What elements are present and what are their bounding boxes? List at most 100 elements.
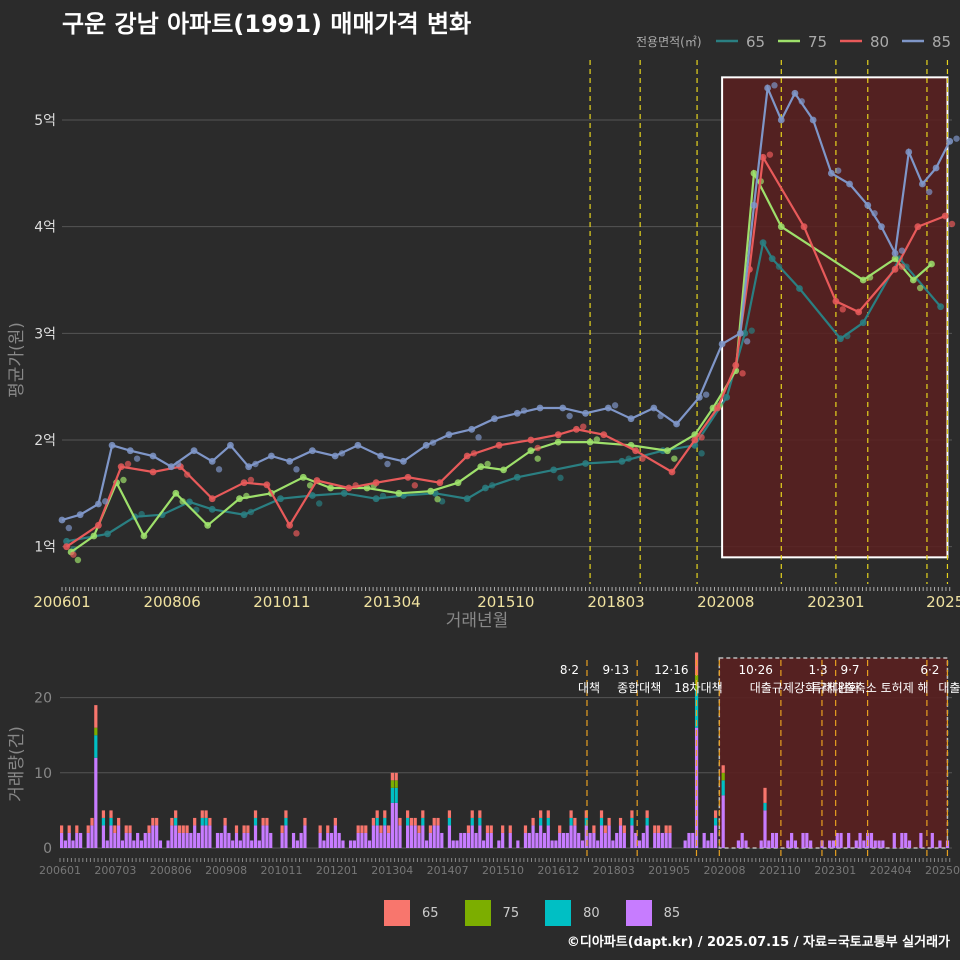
volume-bar [470,825,474,848]
volume-bar [687,832,691,848]
volume-bar [67,832,71,848]
policy-date: 10·26 [739,663,773,677]
series-point-65 [316,500,323,507]
volume-bar [694,690,699,728]
series-point-80 [580,423,587,430]
series-point-80 [891,265,899,273]
volume-bar [573,825,577,848]
volume-bar [94,705,98,728]
legend-swatch-80 [545,900,572,926]
series-point-75 [916,284,924,292]
series-point-80 [95,521,102,529]
series-point-80 [470,450,478,457]
volume-bar [805,832,809,848]
series-point-75 [928,260,935,268]
volume-bar [364,832,368,848]
volume-bar [360,825,364,833]
volume-bar [436,825,440,848]
volume-bar [539,817,543,826]
volume-bar [482,840,486,848]
volume-bar [854,840,858,848]
series-point-75 [427,487,435,495]
series-point-85 [149,452,157,460]
volume-bar [858,832,862,848]
volume-bar [432,825,436,848]
volume-bar [577,832,581,848]
volume-bar [223,825,227,848]
series-point-85 [245,463,253,471]
series-point-80 [63,543,70,551]
volume-bar [383,810,387,818]
series-point-85 [468,425,476,433]
volume-bar [466,825,471,833]
volume-bar [269,832,273,848]
series-point-85 [864,201,872,209]
volume-bar [489,832,493,848]
legend-label-80: 80 [870,33,889,51]
volume-bar [185,825,189,833]
series-point-75 [204,521,212,529]
volume-bar [539,810,543,818]
policy-label: 18차대책 [674,680,722,695]
series-point-80 [739,370,746,377]
volume-bar [706,840,710,848]
volume-bar [204,825,208,848]
series-point-75 [140,532,148,540]
volume-bar [774,832,779,848]
x-tick-label: 200601 [39,864,81,877]
series-point-65 [698,450,705,457]
series-point-80 [436,479,444,487]
series-point-85 [673,420,680,428]
volume-bar [170,825,174,848]
series-point-85 [293,466,300,473]
series-point-85 [354,441,362,449]
x-tick-label: 201803 [587,593,644,611]
series-point-75 [363,484,371,492]
volume-bar [771,832,775,848]
series-point-85 [566,412,573,420]
volume-bar [618,817,623,826]
series-point-65 [481,484,489,492]
volume-bar [501,832,505,848]
volume-bar [253,817,258,826]
series-point-80 [898,263,906,270]
volume-bar [120,840,125,848]
volume-bar [550,840,554,848]
volume-bar [839,832,843,848]
series-point-80 [573,425,580,433]
volume-bar [174,825,178,848]
volume-bar [531,825,535,848]
volume-bar [630,825,634,848]
volume-bar [234,832,239,848]
volume-bar [177,825,182,833]
volume-bar [744,840,748,848]
x-tick-label: 201304 [363,593,420,611]
series-point-75 [534,455,541,462]
series-point-80 [411,482,419,489]
volume-bar [615,832,619,848]
series-point-80 [240,479,248,487]
y-tick-label: 5억 [34,113,56,129]
volume-bar [139,840,144,848]
volume-bar [284,810,288,818]
legend-title: 전용면적(㎡) [636,35,702,49]
series-point-65 [277,495,284,503]
series-point-85 [384,460,391,468]
series-point-75 [859,276,867,284]
volume-bar [333,817,337,826]
series-point-80 [714,404,721,412]
policy-annotation: 10·26 대출규제강화 [739,663,816,695]
volume-bar [299,832,303,848]
volume-bar [147,832,151,848]
series-point-85 [268,452,275,460]
volume-bar [561,832,566,848]
series-point-65 [844,332,851,340]
series-point-80 [855,308,863,316]
series-point-85 [445,431,453,439]
volume-bar [94,757,98,848]
series-point-65 [247,508,255,516]
series-point-75 [172,489,180,497]
series-point-65 [937,303,945,311]
volume-bar [86,825,90,833]
x-tick-label: 202110 [759,864,801,877]
